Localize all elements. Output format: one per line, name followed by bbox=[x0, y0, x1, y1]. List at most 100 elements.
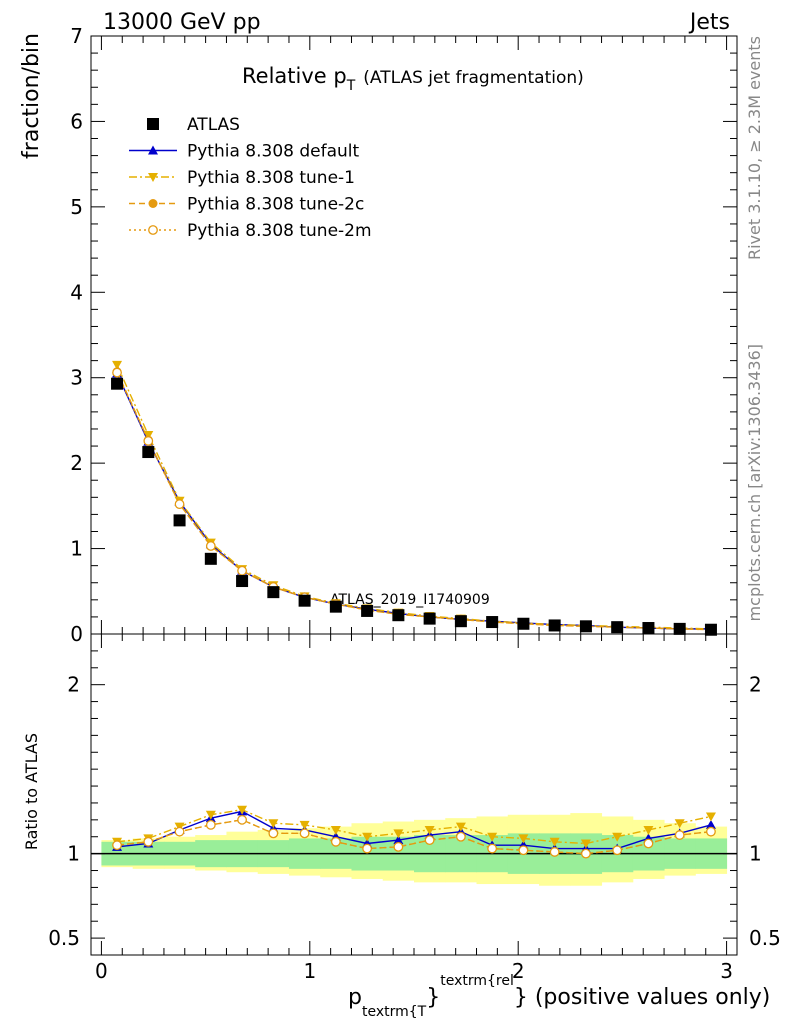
data-point bbox=[143, 430, 154, 440]
data-point bbox=[454, 615, 467, 628]
lower-frame bbox=[90, 633, 738, 956]
x-label-close: } bbox=[426, 985, 440, 1010]
ratio-data-point bbox=[643, 838, 654, 849]
mcplots-label: mcplots.cern.ch [arXiv:1306.3436] bbox=[745, 344, 764, 621]
x-tick-label: 2 bbox=[512, 959, 525, 983]
upper-y-tick-label: 5 bbox=[70, 195, 83, 219]
ratio-data-point bbox=[362, 843, 373, 854]
upper-y-tick-label: 1 bbox=[70, 537, 83, 561]
legend-marker bbox=[147, 118, 159, 130]
ratio-data-point bbox=[237, 805, 248, 815]
upper-y-tick-label: 2 bbox=[70, 451, 83, 475]
ratio-data-point bbox=[362, 832, 373, 842]
data-point bbox=[298, 594, 311, 607]
lower-y-tick-label: 1 bbox=[67, 842, 80, 866]
x-axis-label: ptextrm{T}textrm{rel} (positive values o… bbox=[348, 973, 770, 1020]
ratio-series-line bbox=[116, 808, 712, 845]
series-line bbox=[116, 373, 711, 630]
legend-marker bbox=[148, 145, 158, 155]
ratio-data-point bbox=[643, 825, 654, 835]
data-point bbox=[611, 621, 624, 634]
upper-y-tick-label: 7 bbox=[70, 24, 83, 48]
upper-plot: 0 1 2 3 4 5 6 7 bbox=[70, 24, 738, 646]
data-point bbox=[642, 622, 655, 635]
ratio-data-point bbox=[705, 819, 716, 829]
ratio-data-point bbox=[581, 848, 591, 859]
data-point bbox=[329, 600, 342, 613]
ratio-data-point bbox=[487, 832, 498, 842]
data-point bbox=[142, 446, 155, 459]
rivet-label: Rivet 3.1.10, ≥ 2.3M events bbox=[745, 36, 764, 260]
ratio-data-point bbox=[674, 830, 685, 840]
ratio-data-point bbox=[612, 845, 623, 856]
chart-title: Relative pT (ATLAS jet fragmentation) bbox=[242, 64, 584, 94]
upper-y-tick-label: 0 bbox=[70, 622, 83, 646]
ratio-data-point bbox=[112, 840, 122, 851]
x-tick-label: 1 bbox=[303, 959, 316, 983]
x-label-main: p bbox=[348, 985, 362, 1010]
title-sub: T bbox=[346, 78, 356, 94]
ratio-data-point bbox=[518, 834, 529, 844]
ratio-plot: 0.5 0.5 1 1 2 2 0 1 2 3 bbox=[48, 633, 781, 983]
x-tick-label: 3 bbox=[720, 959, 733, 983]
data-point bbox=[579, 620, 592, 633]
ratio-data-point bbox=[487, 843, 498, 854]
ratio-data-point bbox=[580, 839, 591, 849]
upper-y-tick-label: 6 bbox=[70, 109, 83, 133]
ratio-data-point bbox=[268, 819, 279, 829]
lower-y-tick-label-right: 2 bbox=[749, 673, 762, 697]
x-label-rest: } (positive values only) bbox=[514, 985, 771, 1010]
energy-label: 13000 GeV pp bbox=[103, 10, 261, 35]
ratio-data-point bbox=[143, 836, 154, 847]
ratio-data-point bbox=[205, 810, 216, 820]
data-point bbox=[361, 604, 374, 617]
ratio-data-point bbox=[205, 820, 216, 830]
legend-label: Pythia 8.308 tune-2c bbox=[187, 195, 364, 215]
legend: ATLAS Pythia 8.308 default Pythia 8.308 tu… bbox=[129, 115, 372, 241]
series-line bbox=[116, 371, 711, 631]
data-point bbox=[673, 622, 686, 635]
data-point bbox=[236, 575, 249, 588]
ratio-series-line bbox=[116, 810, 712, 850]
ratio-data-point bbox=[518, 845, 529, 856]
analysis-label: ATLAS_2019_I1740909 bbox=[330, 592, 490, 608]
ratio-data-point bbox=[393, 835, 404, 845]
ratio-data-point bbox=[549, 847, 560, 857]
ratio-data-point bbox=[549, 837, 560, 847]
data-point bbox=[174, 499, 185, 510]
ratio-data-point bbox=[393, 841, 404, 852]
legend-marker bbox=[148, 199, 158, 208]
ratio-data-point bbox=[612, 832, 623, 842]
ratio-data-point bbox=[706, 826, 716, 837]
lower-y-tick-label-right: 1 bbox=[749, 842, 762, 866]
data-point bbox=[111, 377, 124, 390]
title-rest: (ATLAS jet fragmentation) bbox=[363, 68, 584, 88]
ratio-data-point bbox=[455, 822, 466, 832]
data-point bbox=[517, 617, 530, 630]
upper-y-tick-label: 3 bbox=[70, 366, 83, 390]
data-point bbox=[173, 514, 186, 527]
title-main: Relative p bbox=[242, 64, 347, 88]
ratio-data-point bbox=[330, 836, 341, 847]
lower-y-tick-label-right: 0.5 bbox=[749, 926, 781, 950]
ratio-data-point bbox=[299, 828, 310, 839]
ratio-data-point bbox=[174, 826, 185, 837]
category-label: Jets bbox=[688, 10, 730, 35]
data-point bbox=[204, 552, 217, 565]
legend-label: Pythia 8.308 tune-1 bbox=[187, 168, 355, 188]
upper-y-tick-label: 4 bbox=[70, 280, 83, 304]
ratio-data-point bbox=[674, 819, 685, 829]
ratio-data-point bbox=[705, 812, 716, 822]
data-point bbox=[112, 360, 123, 370]
x-tick-label: 0 bbox=[95, 959, 108, 983]
data-point bbox=[205, 541, 216, 551]
ratio-data-point bbox=[299, 820, 310, 830]
data-point bbox=[548, 619, 561, 632]
lower-y-tick-label: 0.5 bbox=[48, 926, 80, 950]
ratio-data-point bbox=[330, 825, 341, 835]
data-point bbox=[267, 586, 280, 599]
legend-marker bbox=[148, 225, 158, 235]
ratio-data-point bbox=[237, 814, 247, 825]
ratio-data-point bbox=[393, 829, 404, 839]
